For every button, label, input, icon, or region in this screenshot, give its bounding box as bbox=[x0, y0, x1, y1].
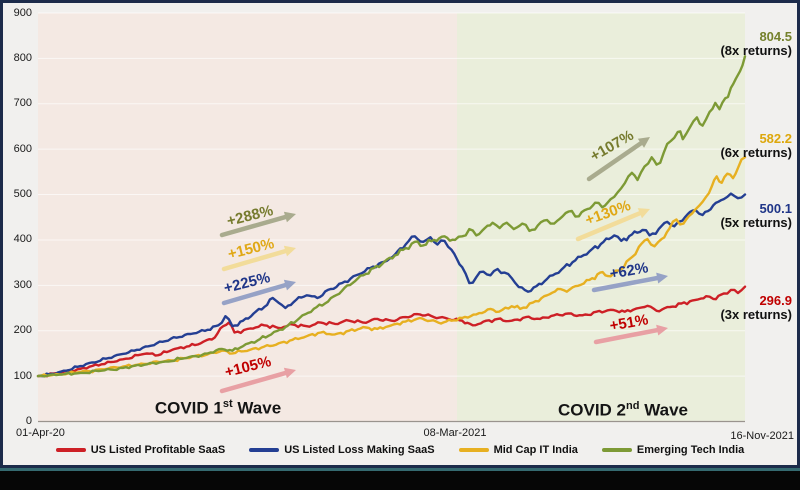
covid-wave1-label: COVID 1st Wave bbox=[154, 398, 282, 418]
end-returns: (3x returns) bbox=[720, 307, 792, 322]
end-returns: (8x returns) bbox=[720, 43, 792, 58]
x-axis-label-mid: 08-Mar-2021 bbox=[423, 427, 487, 439]
y-tick-label: 900 bbox=[13, 6, 32, 19]
legend-item-profitable-saas: US Listed Profitable SaaS bbox=[55, 444, 226, 456]
y-tick-label: 700 bbox=[13, 97, 32, 110]
y-tick-label: 600 bbox=[13, 142, 32, 155]
end-returns: (6x returns) bbox=[720, 145, 792, 160]
end-value: 804.5 bbox=[759, 29, 792, 44]
y-tick-label: 200 bbox=[13, 324, 32, 337]
end-value: 500.1 bbox=[759, 201, 792, 216]
y-tick-label: 400 bbox=[13, 233, 32, 246]
chart-window: 0 100 200 300 400 500 600 700 800 900 01-Apr-20 0… bbox=[0, 0, 800, 468]
legend-label: Emerging Tech India bbox=[636, 444, 745, 456]
chart-legend: US Listed Profitable SaaS US Listed Loss… bbox=[0, 444, 800, 456]
end-returns: (5x returns) bbox=[720, 215, 792, 230]
y-tick-label: 0 bbox=[25, 415, 32, 427]
end-label-loss-making-saas: 500.1 (5x returns) bbox=[720, 202, 792, 230]
covid-wave2-label: COVID 2nd Wave bbox=[558, 400, 688, 420]
legend-label: US Listed Profitable SaaS bbox=[90, 444, 226, 456]
end-value: 582.2 bbox=[759, 131, 792, 146]
legend-item-loss-making-saas: US Listed Loss Making SaaS bbox=[249, 444, 435, 456]
legend-item-midcap-it: Mid Cap IT India bbox=[458, 444, 578, 456]
end-label-midcap-it: 582.2 (6x returns) bbox=[720, 132, 792, 160]
legend-label: US Listed Loss Making SaaS bbox=[284, 444, 435, 456]
legend-item-emerging-tech: Emerging Tech India bbox=[601, 444, 745, 456]
legend-line-swatch bbox=[55, 448, 86, 452]
end-value: 296.9 bbox=[759, 293, 792, 308]
y-tick-label: 300 bbox=[13, 278, 32, 291]
end-label-profitable-saas: 296.9 (3x returns) bbox=[720, 294, 792, 322]
legend-line-swatch bbox=[249, 448, 280, 452]
y-tick-label: 100 bbox=[13, 369, 32, 382]
x-axis-label-start: 01-Apr-20 bbox=[16, 427, 65, 439]
y-tick-label: 800 bbox=[13, 51, 32, 64]
end-label-emerging-tech: 804.5 (8x returns) bbox=[720, 30, 792, 58]
legend-label: Mid Cap IT India bbox=[493, 444, 578, 456]
y-tick-label: 500 bbox=[13, 188, 32, 201]
legend-line-swatch bbox=[601, 448, 632, 452]
x-axis-label-end: 16-Nov-2021 bbox=[730, 430, 794, 442]
bottom-bar bbox=[0, 471, 800, 490]
legend-line-swatch bbox=[458, 448, 489, 452]
teal-divider bbox=[0, 468, 800, 471]
